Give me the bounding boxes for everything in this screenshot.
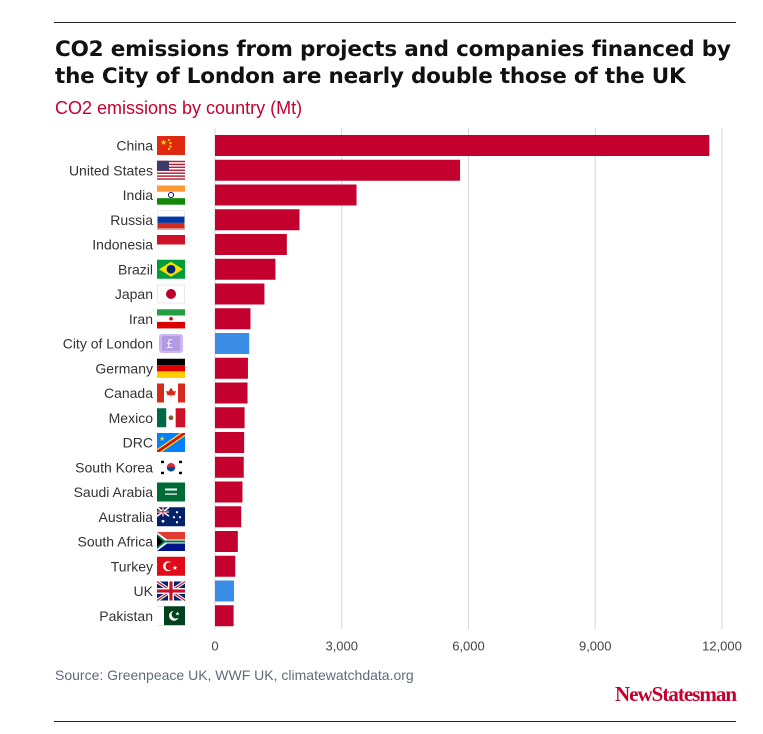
svg-text:£: £	[166, 337, 174, 351]
svg-text:★: ★	[175, 611, 180, 617]
x-tick-label: 12,000	[702, 638, 742, 653]
svg-text:★: ★	[160, 138, 167, 147]
flag-usa-icon	[157, 160, 185, 180]
category-label: South Africa	[78, 534, 154, 550]
category-label: United States	[69, 162, 153, 178]
category-label: Iran	[129, 311, 153, 327]
category-labels: China United States India Russia Indonesia Br…	[63, 138, 154, 624]
category-label: Indonesia	[92, 237, 153, 253]
flag-indonesia-icon	[157, 235, 185, 254]
chart-title: CO2 emissions from projects and companie…	[55, 37, 731, 89]
brand-logo: NewStatesman	[615, 682, 737, 706]
flag-brazil-icon	[157, 259, 185, 279]
x-tick-label: 0	[211, 638, 218, 653]
bar-germany	[215, 357, 248, 379]
category-label: Australia	[99, 509, 154, 525]
bar-mexico	[215, 407, 245, 429]
bars	[215, 135, 710, 627]
category-label: Germany	[95, 360, 153, 376]
flag-canada-icon	[157, 383, 185, 403]
bar-brazil	[215, 258, 276, 280]
category-label: UK	[134, 583, 154, 599]
bar-indonesia	[215, 234, 287, 255]
category-label: Saudi Arabia	[74, 484, 154, 500]
bar-south-africa	[215, 531, 238, 552]
source-note: Source: Greenpeace UK, WWF UK, climatewa…	[55, 667, 414, 683]
category-label: India	[123, 187, 154, 203]
bar-city-of-london	[215, 333, 250, 354]
category-label: Japan	[115, 286, 153, 302]
category-label: Canada	[104, 385, 153, 401]
bar-pakistan	[215, 605, 234, 627]
category-label: China	[116, 138, 153, 154]
pound-coin-icon: £	[157, 334, 185, 353]
flag-pakistan-icon: ★	[157, 606, 185, 626]
category-label: Brazil	[118, 261, 153, 277]
x-tick-label: 3,000	[325, 638, 358, 653]
bar-turkey	[215, 555, 236, 577]
flag-japan-icon	[157, 284, 185, 304]
flag-russia-icon	[157, 210, 185, 230]
bar-chart: ★ £ ★ ★ ★ China United States India Russia Indon…	[63, 128, 742, 653]
bar-japan	[215, 283, 265, 305]
top-rule	[54, 22, 736, 23]
flag-south-africa-icon	[157, 532, 185, 551]
bar-australia	[215, 506, 242, 528]
bar-india	[215, 184, 357, 206]
flag-australia-icon	[156, 506, 185, 527]
flag-saudi-arabia-icon	[157, 482, 185, 502]
chart-subtitle: CO2 emissions by country (Mt)	[55, 98, 303, 118]
flag-uk-icon	[156, 580, 186, 602]
svg-text:★: ★	[172, 564, 178, 572]
bar-uk	[215, 580, 235, 602]
category-label: South Korea	[75, 459, 153, 475]
x-tick-label: 6,000	[452, 638, 485, 653]
bar-south-korea	[215, 456, 244, 478]
flag-iran-icon	[157, 309, 185, 329]
flag-germany-icon	[157, 358, 185, 378]
category-label: Russia	[110, 212, 153, 228]
category-label: Pakistan	[99, 608, 153, 624]
bar-canada	[215, 382, 248, 404]
flag-south-korea-icon	[157, 457, 185, 477]
category-label: Mexico	[109, 410, 154, 426]
bar-drc	[215, 432, 245, 453]
flag-drc-icon: ★	[157, 433, 185, 452]
flag-india-icon	[157, 185, 185, 205]
bottom-rule	[54, 721, 736, 722]
flag-china-icon: ★	[157, 136, 185, 155]
flag-mexico-icon	[157, 408, 186, 428]
bar-saudi-arabia	[215, 481, 243, 503]
category-label: DRC	[123, 435, 153, 451]
x-tick-label: 9,000	[579, 638, 612, 653]
x-axis: 0 3,000 6,000 9,000 12,000	[211, 638, 742, 653]
flags: ★ £ ★ ★ ★	[156, 136, 186, 626]
bar-iran	[215, 308, 251, 330]
bar-china	[215, 135, 710, 156]
bar-russia	[215, 209, 300, 231]
bar-united-states	[215, 159, 461, 181]
category-label: Turkey	[111, 558, 153, 574]
svg-text:★: ★	[159, 435, 165, 443]
flag-turkey-icon: ★	[157, 556, 185, 576]
category-label: City of London	[63, 336, 153, 352]
